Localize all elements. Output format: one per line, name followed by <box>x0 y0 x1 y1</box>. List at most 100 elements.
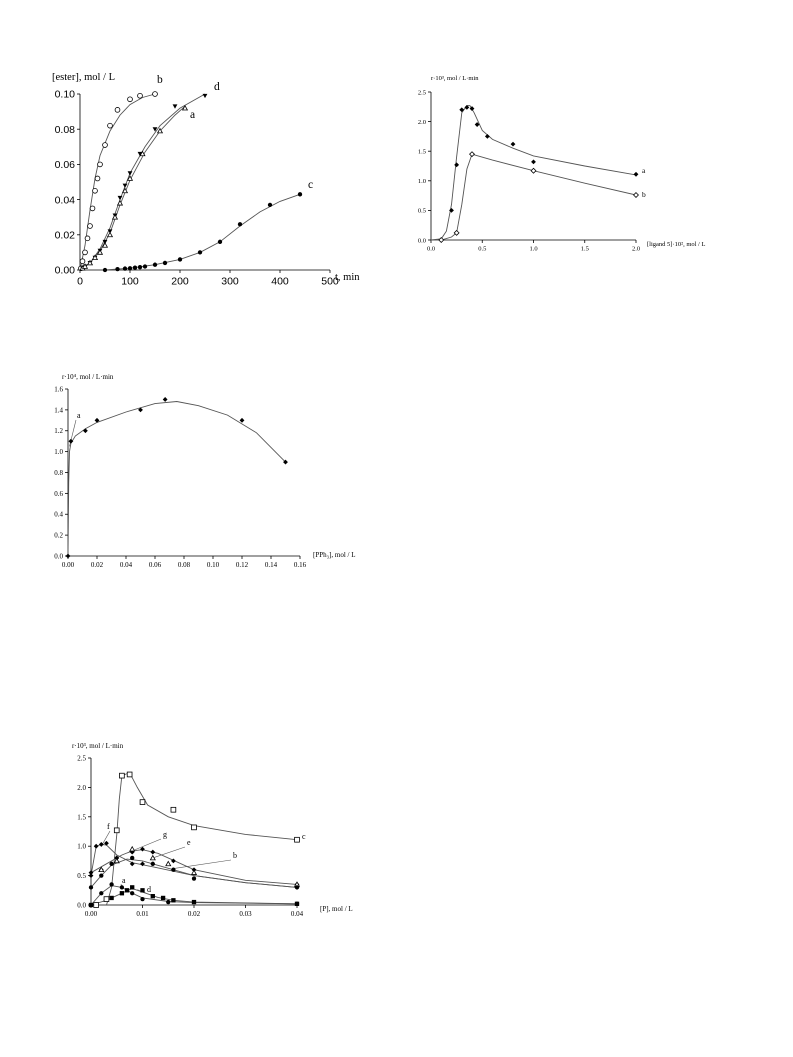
data-point-c <box>162 260 168 266</box>
data-point-f <box>98 842 104 847</box>
data-point-d <box>160 895 166 901</box>
data-point-b <box>109 861 114 867</box>
x-tick-label: 0.02 <box>188 910 201 918</box>
data-point-d <box>171 898 176 903</box>
series-label-e: e <box>187 838 191 847</box>
data-point-d <box>140 888 145 893</box>
data-point-c <box>132 265 138 270</box>
series-label-f: f <box>107 822 110 831</box>
data-point-a <box>283 459 288 465</box>
x-tick-label: 0.00 <box>85 910 98 918</box>
series-label-a: a <box>190 109 195 121</box>
x-tick-label: 2.0 <box>632 246 640 253</box>
data-point-b <box>88 885 94 890</box>
fit-curve-c <box>106 772 298 906</box>
data-point-d <box>119 891 125 896</box>
data-point-a <box>449 208 454 213</box>
y-tick-label: 0.2 <box>54 532 63 540</box>
data-point-a <box>119 885 125 890</box>
data-point-a <box>474 122 480 127</box>
data-point-c <box>217 239 223 244</box>
y-tick-label: 0.10 <box>55 89 76 101</box>
series-label-a: a <box>122 876 126 885</box>
data-point-c <box>126 771 133 778</box>
x-tick-label: 0.06 <box>149 561 162 569</box>
data-point-d <box>130 885 135 890</box>
data-point-d <box>202 93 208 99</box>
data-point-d <box>109 895 114 901</box>
data-point-b <box>633 192 639 198</box>
leader-line-g <box>132 838 162 852</box>
data-point-a <box>531 159 536 165</box>
x-tick-label: 0.12 <box>236 561 249 569</box>
data-point-d <box>172 104 178 109</box>
data-point-a <box>81 263 89 269</box>
y-tick-label: 0.4 <box>54 511 63 519</box>
y-tick-label: 0.0 <box>77 901 86 909</box>
fit-curve-b <box>431 153 637 241</box>
x-tick-label: 0.0 <box>427 246 435 253</box>
data-point-a <box>633 171 639 177</box>
chart-rate-vs-pph3: 0.00 0.02 0.04 0.06 0.08 0.10 0.12 0.14 0.16 0.0 0… <box>54 373 355 569</box>
x-axis-label: t, min <box>335 272 360 283</box>
x-tick-label: 0.16 <box>294 561 307 569</box>
fit-curve-a <box>67 401 286 557</box>
y-tick-label: 2.0 <box>418 119 426 126</box>
data-point-c <box>152 262 158 267</box>
series-label-b: b <box>233 851 237 860</box>
y-tick-label: 0.8 <box>54 469 63 477</box>
data-point-d <box>127 171 133 176</box>
y-tick-label: 0.5 <box>418 208 426 215</box>
fit-curve-b <box>79 93 156 271</box>
x-axis-label: [ligand 5]·10², mol / L <box>647 241 705 248</box>
series-label-a: a <box>642 166 646 175</box>
data-point-b <box>87 223 93 229</box>
data-point-d <box>88 902 94 908</box>
data-point-d <box>117 195 123 201</box>
data-point-a <box>510 141 516 147</box>
x-tick-label: 1.5 <box>581 246 589 253</box>
data-point-c <box>137 265 143 270</box>
data-point-a <box>484 134 490 139</box>
data-point-c <box>294 836 300 843</box>
data-point-c <box>297 192 303 197</box>
data-point-a <box>86 259 94 266</box>
data-point-a <box>139 150 146 157</box>
data-point-c <box>102 267 108 273</box>
y-tick-label: 2.5 <box>77 754 86 762</box>
data-point-e <box>129 845 136 852</box>
data-point-a <box>464 104 470 110</box>
data-point-c <box>127 266 133 271</box>
data-point-c <box>122 266 128 271</box>
data-point-f <box>140 861 145 867</box>
series-label-c: c <box>308 179 313 191</box>
data-point-a <box>109 882 114 887</box>
data-point-a <box>239 417 245 423</box>
series-label-c: c <box>302 832 306 841</box>
data-point-b <box>114 107 121 113</box>
data-point-a <box>140 896 145 902</box>
y-tick-label: 1.0 <box>418 178 426 185</box>
y-tick-label: 1.2 <box>54 427 63 435</box>
data-point-a <box>181 104 189 111</box>
data-point-c <box>113 827 120 834</box>
y-axis-label: [ester], mol / L <box>52 72 115 83</box>
x-tick-label: 0.04 <box>120 561 133 569</box>
data-point-b <box>102 142 108 148</box>
data-point-c <box>197 250 203 255</box>
data-point-g <box>88 870 94 876</box>
data-point-a <box>96 249 104 255</box>
x-tick-label: 400 <box>271 276 289 288</box>
data-point-a <box>101 242 109 248</box>
y-tick-label: 0.04 <box>55 194 76 206</box>
y-tick-label: 1.6 <box>54 385 63 393</box>
data-point-a <box>121 187 129 194</box>
data-point-g <box>150 849 156 855</box>
data-point-a <box>156 127 164 134</box>
data-point-b <box>130 855 135 861</box>
chart-rate-vs-p: 0.00 0.01 0.02 0.03 0.04 0.0 0.5 1.0 1.5 2.0 2.5 r·… <box>72 742 353 918</box>
data-point-b <box>137 92 143 99</box>
data-point-b <box>530 167 537 174</box>
data-point-g <box>140 846 145 852</box>
leader-line-e <box>152 846 186 859</box>
